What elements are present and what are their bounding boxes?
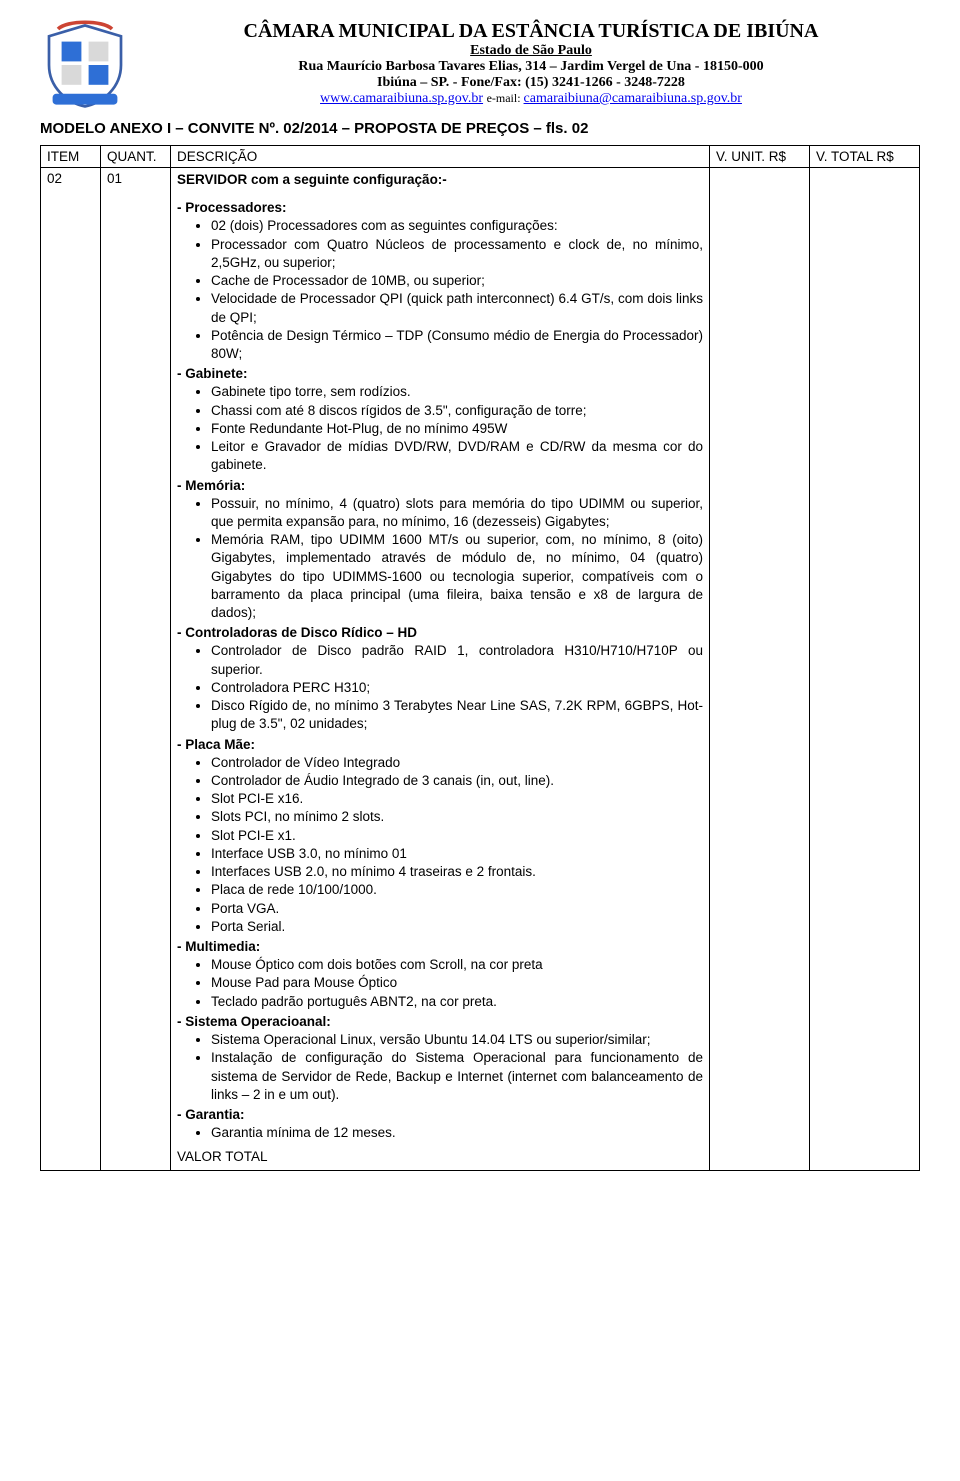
th-item: ITEM [41,146,101,168]
th-desc: DESCRIÇÃO [171,146,710,168]
price-table: ITEM QUANT. DESCRIÇÃO V. UNIT. R$ V. TOT… [40,145,920,1171]
list-item: Gabinete tipo torre, sem rodízios. [211,383,703,401]
section-heading: - Gabinete: [177,365,703,383]
cell-desc: SERVIDOR com a seguinte configuração:- -… [171,168,710,1171]
list-item: Porta Serial. [211,918,703,936]
section-list: Possuir, no mínimo, 4 (quatro) slots par… [211,495,703,623]
org-title: CÂMARA MUNICIPAL DA ESTÂNCIA TURÍSTICA D… [142,20,920,43]
intro-text: SERVIDOR com a seguinte configuração:- [177,172,447,187]
list-item: Slot PCI-E x16. [211,790,703,808]
section-heading: - Sistema Operacioanal: [177,1013,703,1031]
section-heading: - Controladoras de Disco Rídico – HD [177,624,703,642]
list-item: Potência de Design Térmico – TDP (Consum… [211,327,703,363]
list-item: Teclado padrão português ABNT2, na cor p… [211,993,703,1011]
list-item: Controlador de Disco padrão RAID 1, cont… [211,642,703,678]
section-list: 02 (dois) Processadores com as seguintes… [211,217,703,363]
section-heading: - Processadores: [177,199,703,217]
list-item: Controlador de Áudio Integrado de 3 cana… [211,772,703,790]
list-item: Porta VGA. [211,900,703,918]
list-item: Processador com Quatro Núcleos de proces… [211,236,703,272]
th-vtotal: V. TOTAL R$ [810,146,920,168]
list-item: Slot PCI-E x1. [211,827,703,845]
site-link[interactable]: www.camaraibiuna.sp.gov.br [320,91,483,106]
list-item: Possuir, no mínimo, 4 (quatro) slots par… [211,495,703,531]
section-heading: - Placa Mãe: [177,736,703,754]
list-item: Instalação de configuração do Sistema Op… [211,1049,703,1104]
list-item: Interfaces USB 2.0, no mínimo 4 traseira… [211,863,703,881]
list-item: Cache de Processador de 10MB, ou superio… [211,272,703,290]
th-vunit: V. UNIT. R$ [710,146,810,168]
list-item: Mouse Óptico com dois botões com Scroll,… [211,956,703,974]
cell-vunit [710,168,810,1171]
crest-icon [40,20,130,110]
document-header: CÂMARA MUNICIPAL DA ESTÂNCIA TURÍSTICA D… [40,20,920,110]
list-item: Velocidade de Processador QPI (quick pat… [211,290,703,326]
list-item: 02 (dois) Processadores com as seguintes… [211,217,703,235]
table-header-row: ITEM QUANT. DESCRIÇÃO V. UNIT. R$ V. TOT… [41,146,920,168]
list-item: Disco Rígido de, no mínimo 3 Terabytes N… [211,697,703,733]
list-item: Interface USB 3.0, no mínimo 01 [211,845,703,863]
list-item: Leitor e Gravador de mídias DVD/RW, DVD/… [211,438,703,474]
phone-line: Ibiúna – SP. - Fone/Fax: (15) 3241-1266 … [142,75,920,91]
cell-item: 02 [41,168,101,1171]
list-item: Slots PCI, no mínimo 2 slots. [211,808,703,826]
list-item: Placa de rede 10/100/1000. [211,881,703,899]
section-heading: - Multimedia: [177,938,703,956]
section-heading: - Memória: [177,477,703,495]
list-item: Memória RAM, tipo UDIMM 1600 MT/s ou sup… [211,531,703,622]
list-item: Sistema Operacional Linux, versão Ubuntu… [211,1031,703,1049]
list-item: Fonte Redundante Hot-Plug, de no mínimo … [211,420,703,438]
list-item: Controladora PERC H310; [211,679,703,697]
section-list: Mouse Óptico com dois botões com Scroll,… [211,956,703,1011]
cell-vtotal [810,168,920,1171]
model-line: MODELO ANEXO I – CONVITE Nº. 02/2014 – P… [40,120,920,137]
table-row: 02 01 SERVIDOR com a seguinte configuraç… [41,168,920,1171]
valor-total-label: VALOR TOTAL [177,1148,703,1166]
list-item: Chassi com até 8 discos rígidos de 3.5",… [211,402,703,420]
th-quant: QUANT. [101,146,171,168]
address-line: Rua Maurício Barbosa Tavares Elias, 314 … [142,59,920,75]
section-list: Garantia mínima de 12 meses. [211,1124,703,1142]
section-list: Gabinete tipo torre, sem rodízios.Chassi… [211,383,703,474]
email-label: e-mail: [487,91,521,105]
list-item: Controlador de Vídeo Integrado [211,754,703,772]
cell-quant: 01 [101,168,171,1171]
state-line: Estado de São Paulo [142,43,920,59]
email-link[interactable]: camaraibiuna@camaraibiuna.sp.gov.br [524,91,742,106]
list-item: Garantia mínima de 12 meses. [211,1124,703,1142]
section-heading: - Garantia: [177,1106,703,1124]
contact-line: www.camaraibiuna.sp.gov.br e-mail: camar… [142,91,920,107]
section-list: Controlador de Disco padrão RAID 1, cont… [211,642,703,733]
section-list: Controlador de Vídeo IntegradoControlado… [211,754,703,936]
list-item: Mouse Pad para Mouse Óptico [211,974,703,992]
section-list: Sistema Operacional Linux, versão Ubuntu… [211,1031,703,1104]
